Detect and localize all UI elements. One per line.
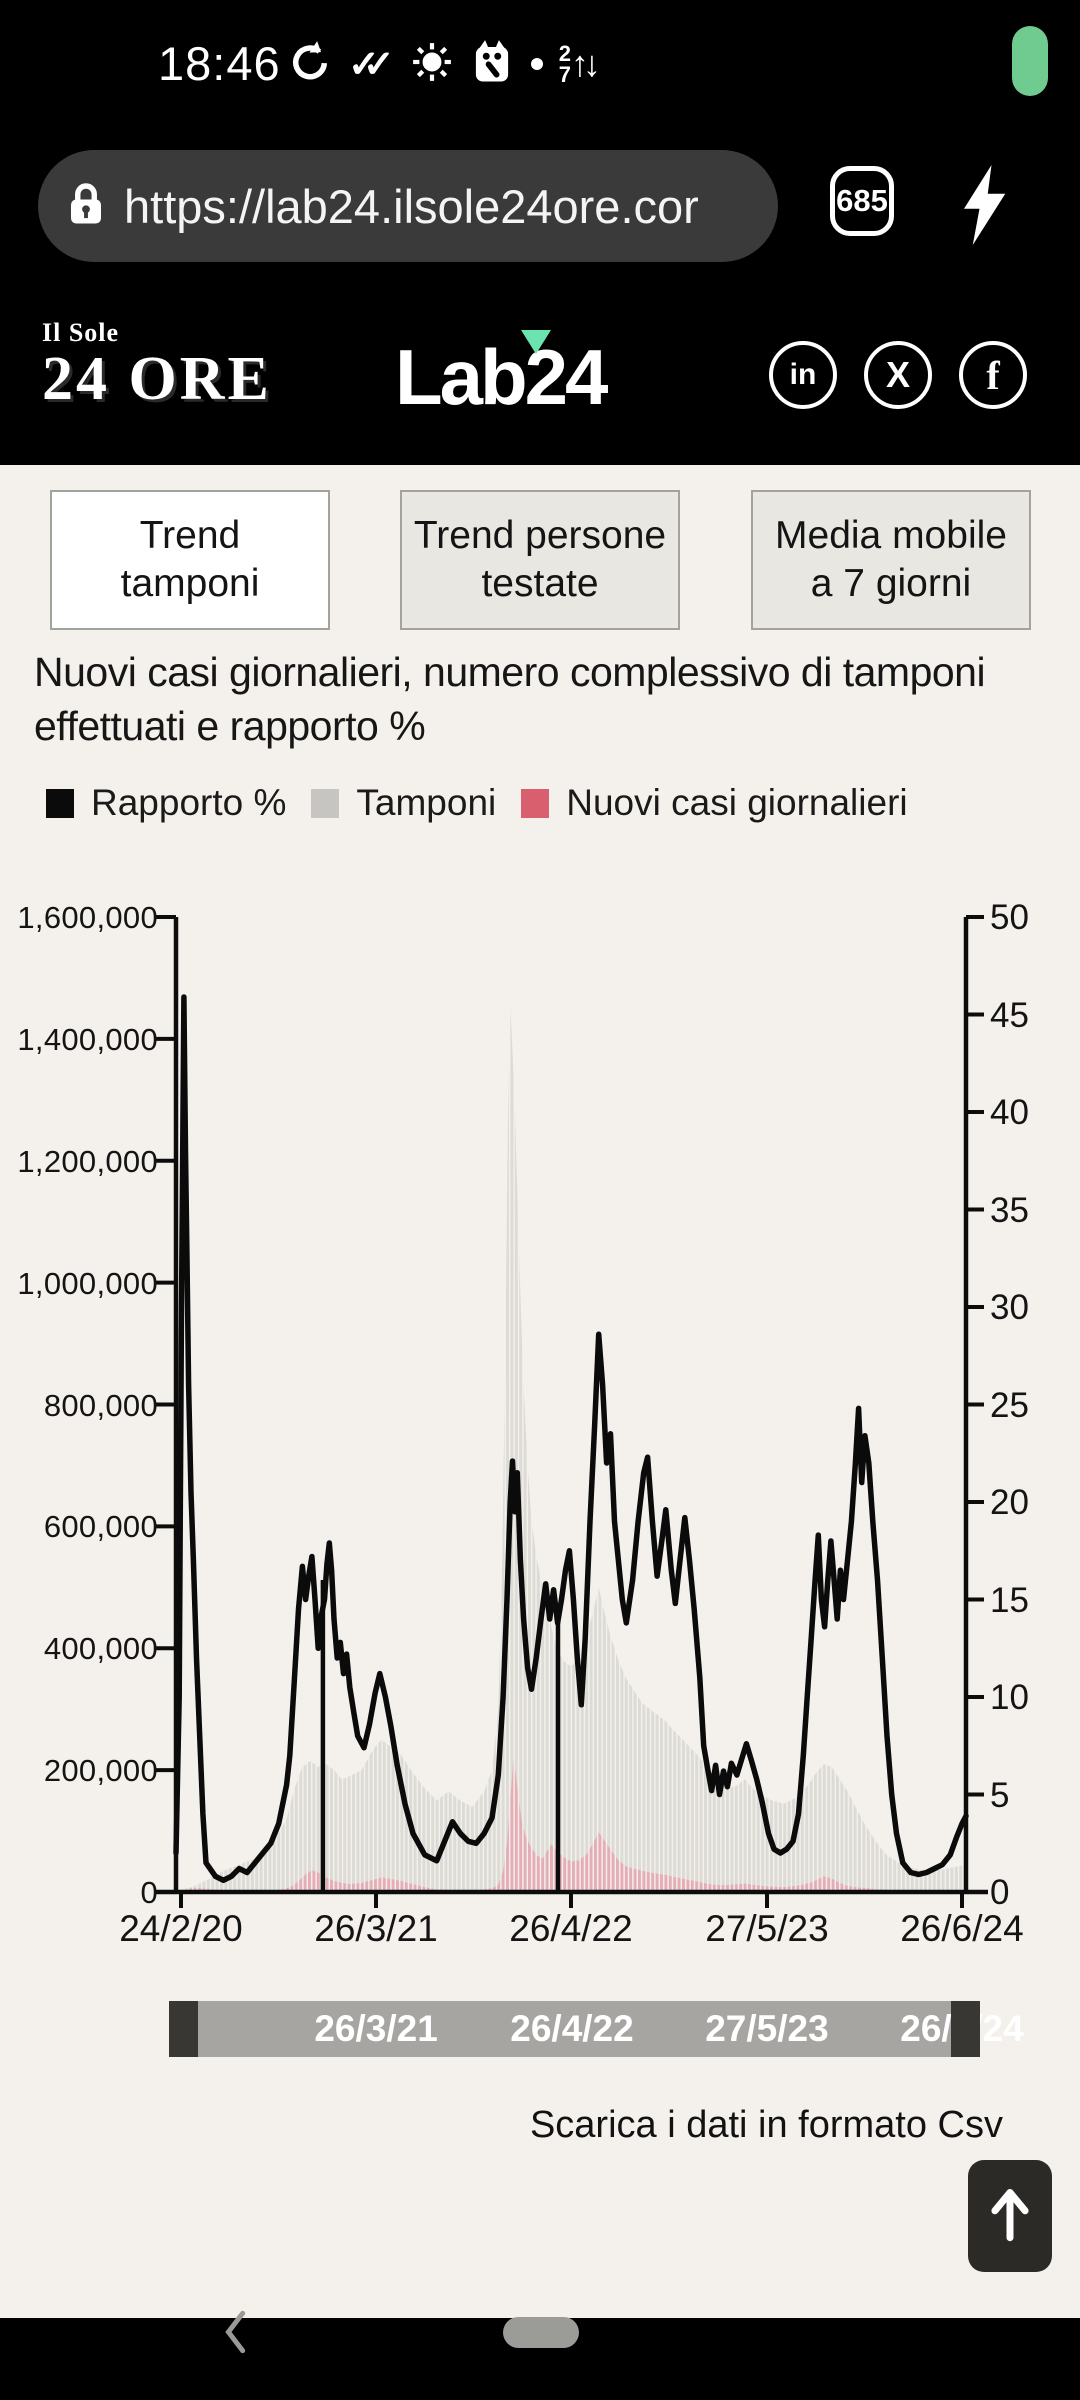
double-check-icon: ✓✓ [348,43,395,86]
chart-plot-area [154,915,988,1908]
nav-home-pill[interactable] [503,2317,579,2348]
y-axis-right-label: 5 [990,1775,1010,1815]
social-links: in X f [769,341,1027,409]
slider-handle-right[interactable] [951,2001,980,2057]
y-axis-right-label: 15 [990,1580,1029,1620]
x-twitter-icon[interactable]: X [864,341,932,409]
ilsole24ore-logo[interactable]: Il Sole 24 ORE [42,318,272,410]
y-axis-right-label: 25 [990,1385,1029,1425]
y-axis-left-label: 600,000 [43,1509,158,1545]
lab24-logo-text: Lab24 [395,333,608,421]
slider-date-label: 26/4/22 [510,2008,634,2049]
notification-dot-icon [530,58,543,70]
x-axis-label: 24/2/20 [119,1908,243,1949]
status-time: 18:46 [158,37,281,90]
y-axis-right-label: 35 [990,1190,1029,1230]
url-text: https://lab24.ilsole24ore.cor [124,179,699,233]
y-axis-right-label: 50 [990,898,1029,937]
x-axis-label: 26/6/24 [900,1908,1024,1949]
tab-trend-tamponi[interactable]: Trend tamponi [50,490,330,630]
y-axis-left-label: 400,000 [43,1631,158,1667]
y-axis-right-label: 20 [990,1483,1029,1522]
slider-date-label: 27/5/23 [705,2008,829,2049]
legend-item-tamponi: Tamponi [311,782,496,824]
tab-media-mobile-7-giorni[interactable]: Media mobile a 7 giorni [751,490,1031,630]
lab24-logo-triangle-icon [521,330,551,354]
tab-trend-persone-testate[interactable]: Trend persone testate [400,490,680,630]
download-csv-link[interactable]: Scarica i dati in formato Csv [529,2104,1003,2146]
arrow-up-icon [988,2186,1032,2247]
y-axis-left-label: 1,400,000 [17,1021,158,1057]
legend-swatch-tamponi [311,788,340,818]
url-bar[interactable]: https://lab24.ilsole24ore.cor [38,150,778,262]
y-axis-right-label: 30 [990,1288,1029,1327]
y-axis-left-label: 1,200,000 [17,1143,158,1179]
y-axis-left-label: 0 [140,1875,158,1910]
y-axis-left-label: 1,000,000 [17,1265,158,1301]
y-axis-right-label: 10 [990,1678,1029,1717]
nav-back-button[interactable] [222,2310,248,2354]
facebook-icon[interactable]: f [959,341,1027,409]
y-axis-left-label: 200,000 [43,1753,158,1789]
slider-handle-left[interactable] [169,2001,198,2057]
legend-item-nuovi-casi: Nuovi casi giornalieri [521,782,908,824]
legend-swatch-nuovi-casi [521,788,550,818]
x-axis-label: 27/5/23 [705,1908,829,1949]
legend-swatch-rapporto [46,788,74,818]
ilsole-logo-top: Il Sole [42,318,120,347]
sync-icon [288,40,332,89]
tab-counter-button[interactable]: 685 [830,166,894,236]
linkedin-icon[interactable]: in [769,341,837,409]
y-axis-right-label: 45 [990,995,1029,1035]
app-notification-icon [469,39,515,90]
battery-indicator [1012,26,1048,96]
lab24-logo[interactable]: Lab24 [395,330,608,423]
x-axis-label: 26/4/22 [509,1908,633,1949]
chart-legend: Rapporto % Tamponi Nuovi casi giornalier… [46,782,908,824]
scroll-to-top-button[interactable] [968,2160,1052,2272]
y-axis-right-label: 0 [990,1873,1010,1912]
chart-title: Nuovi casi giornalieri, numero complessi… [34,649,986,749]
y-axis-right-label: 40 [990,1093,1029,1132]
y-axis-left-label: 800,000 [43,1387,158,1423]
browser-menu-bolt-icon[interactable] [948,158,1020,252]
x-axis-label: 26/3/21 [314,1908,438,1949]
tab-count: 685 [836,183,888,218]
ilsole-logo-main: 24 ORE [42,345,272,413]
slider-date-label: 26/3/21 [314,2008,438,2049]
legend-item-rapporto: Rapporto % [46,782,286,824]
y-axis-left-label: 1,600,000 [17,900,158,935]
brightness-icon [411,41,453,88]
lock-icon [68,181,104,232]
